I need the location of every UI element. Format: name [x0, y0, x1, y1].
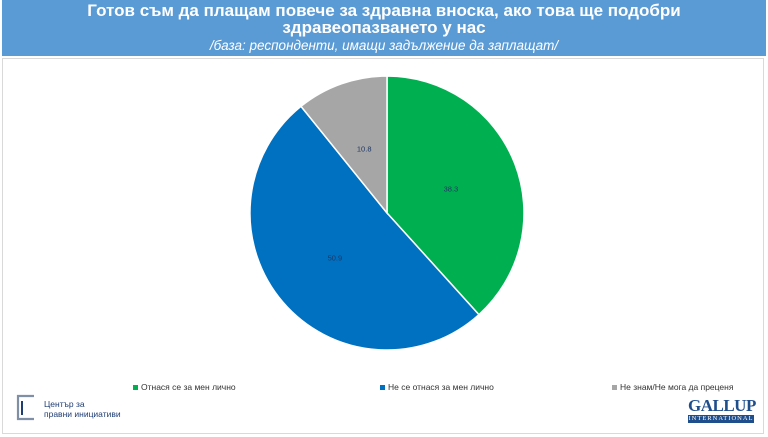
title-banner: Готов съм да плащам повече за здравна вн…: [2, 0, 766, 56]
pie-data-label-1: 38.3: [444, 184, 459, 193]
pie-slice-2: [249, 105, 480, 351]
cpi-logo-text: Център за правни инициативи: [44, 399, 121, 419]
gallup-logo: GALLUP INTERNATIONAL: [688, 396, 756, 425]
cpi-logo-line-2: правни инициативи: [44, 409, 121, 419]
pie-slice-3: [299, 75, 388, 216]
gallup-logo-name: GALLUP: [688, 396, 756, 415]
legend-label-2: Не се отнася за мен лично: [388, 382, 494, 392]
cpi-logo-mark-icon: [16, 394, 34, 421]
chart-title-line-1: Готов съм да плащам повече за здравна вн…: [87, 1, 681, 20]
pie-slice-1: [386, 75, 525, 316]
pie-data-labels: 38.3 50.9 10.8: [328, 144, 459, 262]
chart-title-line-2: здравеопазването у нас: [282, 18, 486, 37]
legend-label-3: Не знам/Не мога да преценя: [620, 382, 734, 392]
legend-item-2: Не се отнася за мен лично: [380, 382, 494, 392]
cpi-logo: Център за правни инициативи: [14, 393, 134, 427]
chart-legend: Отнася се за мен лично Не се отнася за ме…: [0, 382, 768, 394]
legend-label-1: Отнася се за мен лично: [141, 382, 236, 392]
gallup-logo-subtitle: INTERNATIONAL: [688, 415, 754, 423]
chart-area: [2, 58, 764, 434]
legend-item-1: Отнася се за мен лично: [133, 382, 236, 392]
pie-slices: [249, 75, 525, 351]
cpi-logo-line-1: Център за: [44, 399, 85, 409]
pie-data-label-2: 50.9: [328, 253, 343, 262]
legend-item-3: Не знам/Не мога да преценя: [612, 382, 733, 392]
pie-data-label-3: 10.8: [357, 144, 372, 153]
legend-swatch-3: [612, 384, 617, 390]
chart-subtitle: /база: респонденти, имащи задължение да …: [209, 38, 559, 53]
legend-swatch-1: [133, 384, 138, 390]
legend-swatch-2: [380, 384, 385, 390]
